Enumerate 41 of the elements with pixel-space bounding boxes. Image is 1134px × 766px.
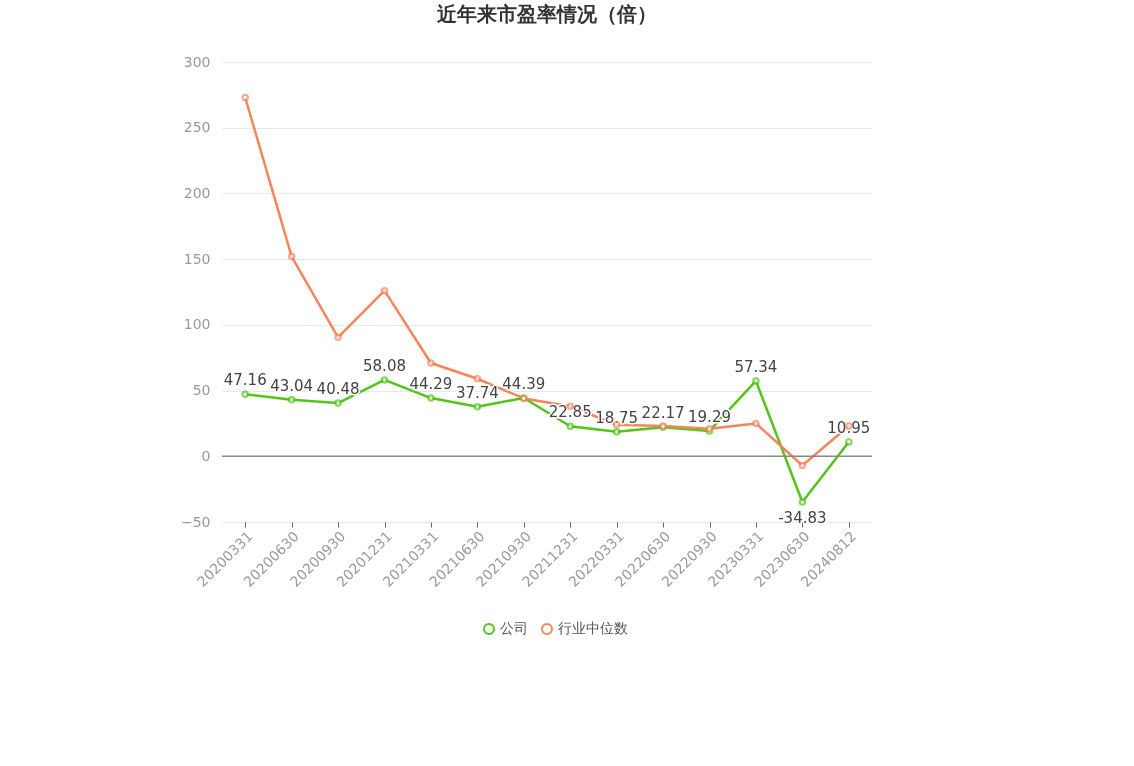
point <box>287 252 296 261</box>
point <box>427 394 435 402</box>
y-tick-label: 50 <box>192 382 211 399</box>
chart-title: 近年来市盈率情况（倍） <box>436 2 657 26</box>
legend-label: 公司 <box>500 620 528 636</box>
y-tick-label: 200 <box>183 184 211 201</box>
y-tick-label: 100 <box>183 316 211 333</box>
point <box>241 93 249 102</box>
data-label: 57.34 <box>734 357 778 376</box>
data-label: -34.83 <box>778 509 827 528</box>
point <box>798 461 807 470</box>
legend-label: 行业中位数 <box>558 620 628 636</box>
data-label: 43.04 <box>270 376 314 395</box>
point <box>473 375 482 383</box>
point <box>334 333 342 342</box>
point <box>380 286 389 295</box>
data-label: 58.08 <box>363 356 406 375</box>
y-tick-label: 300 <box>183 53 211 70</box>
point <box>287 395 296 404</box>
point <box>612 427 621 436</box>
point <box>427 359 435 367</box>
y-tick-label: 150 <box>183 250 211 267</box>
data-label: 44.29 <box>409 375 453 394</box>
data-label: 18.75 <box>595 408 639 427</box>
data-label: 47.16 <box>223 371 267 390</box>
point <box>845 438 853 446</box>
point <box>566 422 574 430</box>
point <box>334 399 342 407</box>
y-tick-label: 0 <box>201 447 211 464</box>
y-tick-label: 250 <box>183 119 211 136</box>
point <box>380 376 389 384</box>
data-label: 22.17 <box>641 404 685 423</box>
point <box>241 390 249 399</box>
point <box>752 377 760 385</box>
point <box>752 419 760 428</box>
point <box>473 402 482 411</box>
data-label: 44.39 <box>502 374 546 393</box>
y-tick-label: −50 <box>180 513 211 530</box>
data-label: 40.48 <box>316 380 360 399</box>
point <box>798 498 807 506</box>
data-label: 37.74 <box>455 383 499 402</box>
